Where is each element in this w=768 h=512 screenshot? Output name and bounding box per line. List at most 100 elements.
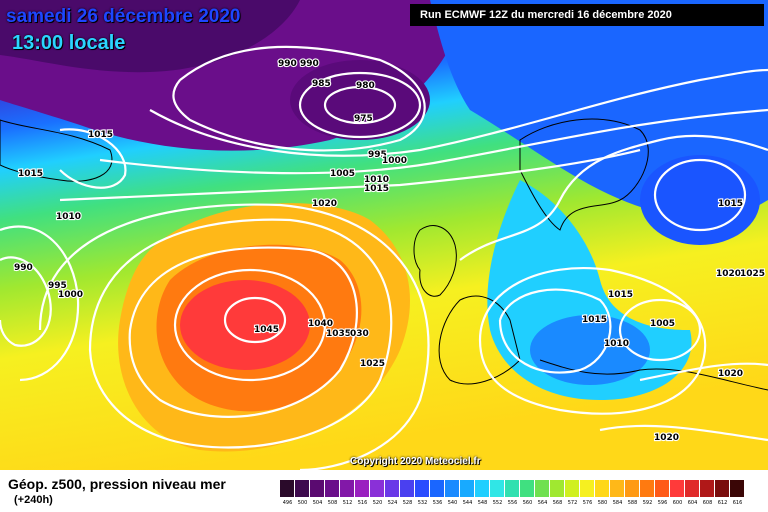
scale-value: 556	[507, 500, 518, 506]
scale-step: 592	[640, 480, 655, 506]
isobar-label: 1025	[740, 269, 765, 279]
scale-step: 532	[415, 480, 430, 506]
isobar-label: 985	[312, 79, 331, 89]
scale-value: 580	[597, 500, 608, 506]
isobar-label: 1010	[604, 339, 629, 349]
isobar-label: 1010	[364, 175, 389, 185]
scale-step: 520	[370, 480, 385, 506]
isobar-label: 1025	[360, 359, 385, 369]
scale-swatch	[625, 480, 640, 497]
scale-step: 524	[385, 480, 400, 506]
scale-step: 536	[430, 480, 445, 506]
scale-value: 612	[717, 500, 728, 506]
scale-step: 596	[655, 480, 670, 506]
isobar-label: 1000	[58, 290, 83, 300]
isobar-label: 990	[14, 263, 33, 273]
coastline-mediterranean	[539, 359, 768, 391]
coastline-greenland	[0, 119, 113, 182]
weather-map: 990 990 985 980 975 1015 1015 995 1000 1…	[0, 0, 768, 470]
isobar-label: 1015	[18, 169, 43, 179]
scale-step: 556	[505, 480, 520, 506]
isobar-label: 1010	[56, 212, 81, 222]
isobar-label: 990	[278, 59, 297, 69]
low-region-russia	[640, 155, 760, 245]
scale-step: 616	[730, 480, 745, 506]
scale-value: 572	[567, 500, 578, 506]
ridge-core	[180, 280, 310, 370]
scale-value: 564	[537, 500, 548, 506]
scale-step: 564	[535, 480, 550, 506]
isobar-label: 980	[356, 81, 375, 91]
scale-value: 552	[492, 500, 503, 506]
scale-step: 540	[445, 480, 460, 506]
isobar-label: 1045	[254, 325, 279, 335]
scale-value: 544	[462, 500, 473, 506]
scale-step: 612	[715, 480, 730, 506]
copyright-notice: Copyright 2020 Meteociel.fr	[350, 456, 481, 467]
scale-value: 508	[327, 500, 338, 506]
scale-swatch	[385, 480, 400, 497]
isobar-label: 990	[300, 59, 319, 69]
color-scale: 496 500 504 508 512 516 520 524 528 532 536 540 544 5…	[280, 480, 745, 506]
scale-value: 592	[642, 500, 653, 506]
scale-value: 584	[612, 500, 623, 506]
scale-value: 496	[282, 500, 293, 506]
scale-value: 596	[657, 500, 668, 506]
coastline-france-iberia	[438, 295, 521, 385]
scale-value: 576	[582, 500, 593, 506]
isobar-label: 1020	[654, 433, 679, 443]
isobar-label: 1000	[382, 156, 407, 166]
scale-swatch	[535, 480, 550, 497]
low-core-mediterranean	[530, 315, 650, 385]
scale-swatch	[550, 480, 565, 497]
scale-step: 580	[595, 480, 610, 506]
scale-value: 588	[627, 500, 638, 506]
scale-value: 504	[312, 500, 323, 506]
isobar-label: 1015	[582, 315, 607, 325]
scale-step: 576	[580, 480, 595, 506]
isobar-label: 030	[350, 329, 369, 339]
scale-swatch	[715, 480, 730, 497]
isobar-label: 1020	[716, 269, 741, 279]
map-variable-title: Géop. z500, pression niveau mer	[8, 476, 226, 492]
scale-swatch	[700, 480, 715, 497]
isobar-label: 1040	[308, 319, 333, 329]
scale-swatch	[565, 480, 580, 497]
scale-swatch	[685, 480, 700, 497]
low-core-north	[0, 0, 300, 73]
scale-step: 548	[475, 480, 490, 506]
map-canvas: 990 990 985 980 975 1015 1015 995 1000 1…	[0, 0, 768, 470]
scale-step: 604	[685, 480, 700, 506]
scale-swatch	[580, 480, 595, 497]
scale-value: 516	[357, 500, 368, 506]
scale-swatch	[295, 480, 310, 497]
scale-step: 584	[610, 480, 625, 506]
scale-swatch	[595, 480, 610, 497]
scale-value: 500	[297, 500, 308, 506]
scale-value: 536	[432, 500, 443, 506]
scale-swatch	[730, 480, 745, 497]
scale-step: 588	[625, 480, 640, 506]
scale-value: 616	[732, 500, 743, 506]
scale-swatch	[460, 480, 475, 497]
scale-swatch	[325, 480, 340, 497]
scale-step: 560	[520, 480, 535, 506]
scale-value: 560	[522, 500, 533, 506]
isobar-label: 1005	[330, 169, 355, 179]
scale-swatch	[640, 480, 655, 497]
isobar-label: 1020	[718, 369, 743, 379]
scale-step: 600	[670, 480, 685, 506]
scale-step: 504	[310, 480, 325, 506]
scale-value: 604	[687, 500, 698, 506]
forecast-lead-time: (+240h)	[14, 494, 53, 506]
scale-swatch	[430, 480, 445, 497]
scale-swatch	[655, 480, 670, 497]
isobar-label: 1015	[608, 290, 633, 300]
scale-swatch	[340, 480, 355, 497]
scale-swatch	[280, 480, 295, 497]
scale-swatch	[490, 480, 505, 497]
scale-step: 568	[550, 480, 565, 506]
isobars	[0, 45, 768, 470]
scale-step: 528	[400, 480, 415, 506]
isobar-label: 1020	[312, 199, 337, 209]
